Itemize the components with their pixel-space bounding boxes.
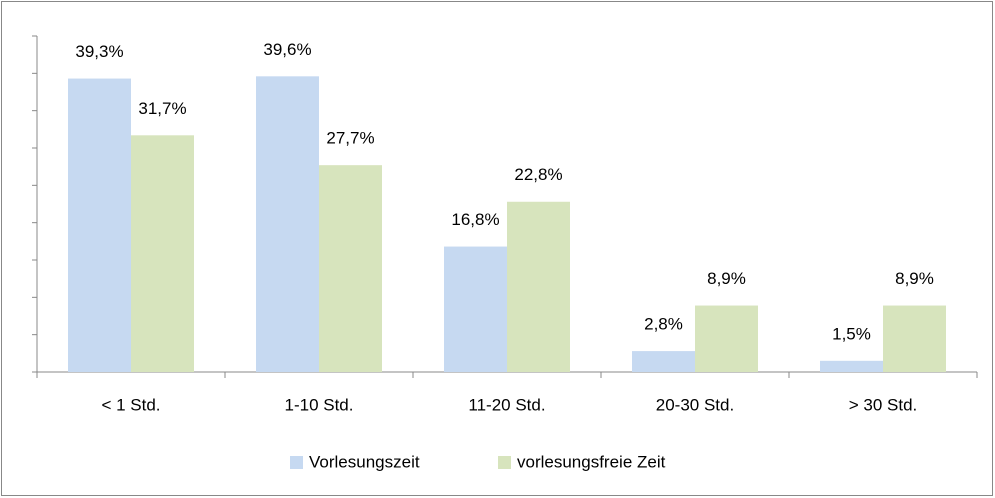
data-label: 39,3% [75,42,123,61]
data-label: 27,7% [326,129,374,148]
data-label: 31,7% [138,99,186,118]
bar [632,351,695,372]
data-label: 16,8% [451,210,499,229]
x-tick-label: 1-10 Std. [285,395,354,414]
data-label: 22,8% [514,165,562,184]
bar [131,135,194,372]
bar [883,305,946,372]
x-tick-label: 20-30 Std. [656,395,734,414]
legend-swatch [498,456,511,469]
data-label: 2,8% [644,315,683,334]
data-label: 1,5% [832,324,871,343]
x-tick-label: < 1 Std. [101,395,160,414]
x-tick-label: > 30 Std. [849,395,918,414]
bar [256,76,319,372]
legend-label: Vorlesungszeit [309,452,420,471]
bar [695,305,758,372]
bar [820,360,883,372]
bar [444,246,507,372]
data-label: 8,9% [895,269,934,288]
x-tick-label: 11-20 Std. [468,395,545,414]
legend-label: vorlesungsfreie Zeit [517,452,666,471]
legend-swatch [290,456,303,469]
bar [507,201,570,372]
data-label: 39,6% [263,40,311,59]
data-label: 8,9% [707,269,746,288]
bar [319,165,382,372]
bar [68,78,131,372]
